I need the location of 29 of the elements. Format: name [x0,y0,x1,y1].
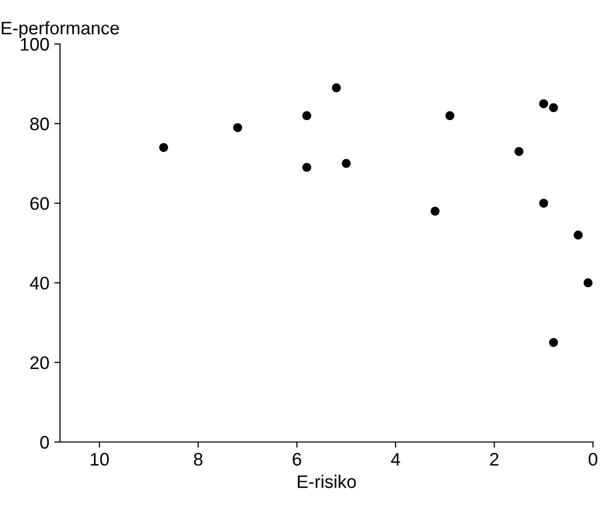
y-axis-title: E-performance [2,21,119,38]
point [584,278,593,288]
y-tick-label: 40 [30,276,49,290]
point [549,103,558,112]
point [539,198,548,208]
x-tick-label: 6 [292,452,302,466]
y-tick-label: 20 [30,356,49,370]
point [332,83,341,92]
y-tick-label: 60 [30,197,49,210]
point [539,99,548,108]
x-tick-label: 0 [588,452,598,466]
point [342,158,351,168]
x-tick-label: 10 [90,452,109,466]
point [514,146,524,156]
point [445,111,454,120]
point [233,123,242,132]
x-axis-title: E-risiko [298,474,356,488]
point [549,338,558,347]
point [574,230,583,240]
point [159,142,168,152]
x-tick-label: 8 [194,452,202,466]
x-tick-label: 4 [390,453,400,466]
point [302,111,312,120]
point [302,162,312,172]
y-tick-label: 100 [20,38,49,51]
y-tick-label: 0 [40,436,49,449]
x-tick-label: 2 [490,452,498,466]
point [430,206,440,216]
y-tick-label: 80 [30,118,49,130]
